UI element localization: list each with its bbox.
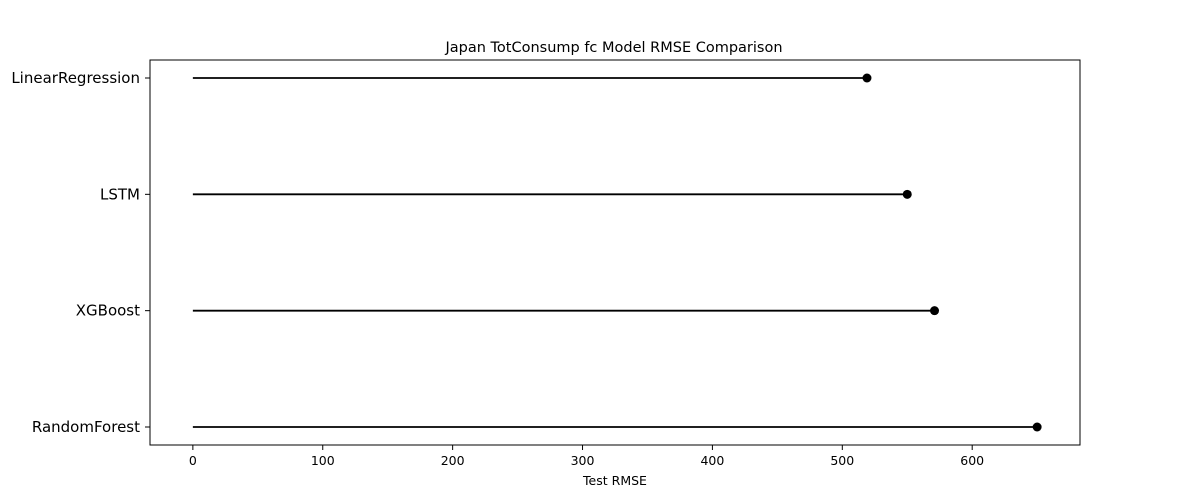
plot-frame (149, 59, 1081, 446)
x-tick-label: 400 (700, 453, 724, 468)
x-axis-label: Test RMSE (582, 473, 647, 488)
stems-layer (192, 77, 1038, 428)
markers-layer (862, 73, 1042, 432)
x-tick-label: 200 (441, 453, 465, 468)
marker-xgboost (930, 306, 940, 316)
y-axis-ticks: LinearRegression LSTM XGBoost RandomForest (11, 69, 150, 436)
y-tick-label-xgboost: XGBoost (76, 302, 140, 320)
x-tick-label: 500 (830, 453, 854, 468)
marker-randomforest (1032, 422, 1042, 432)
x-tick-label: 300 (571, 453, 595, 468)
x-tick-label: 100 (311, 453, 335, 468)
chart-title: Japan TotConsump fc Model RMSE Compariso… (444, 40, 782, 56)
x-axis-ticks: 0 100 200 300 400 500 600 (189, 445, 984, 468)
y-tick-label-lstm: LSTM (100, 185, 140, 203)
y-tick-label-linearregression: LinearRegression (11, 69, 140, 87)
y-tick-label-randomforest: RandomForest (32, 418, 140, 436)
x-tick-label: 0 (189, 453, 197, 468)
x-tick-label: 600 (960, 453, 984, 468)
marker-lstm (902, 189, 912, 199)
marker-linearregression (862, 73, 872, 83)
